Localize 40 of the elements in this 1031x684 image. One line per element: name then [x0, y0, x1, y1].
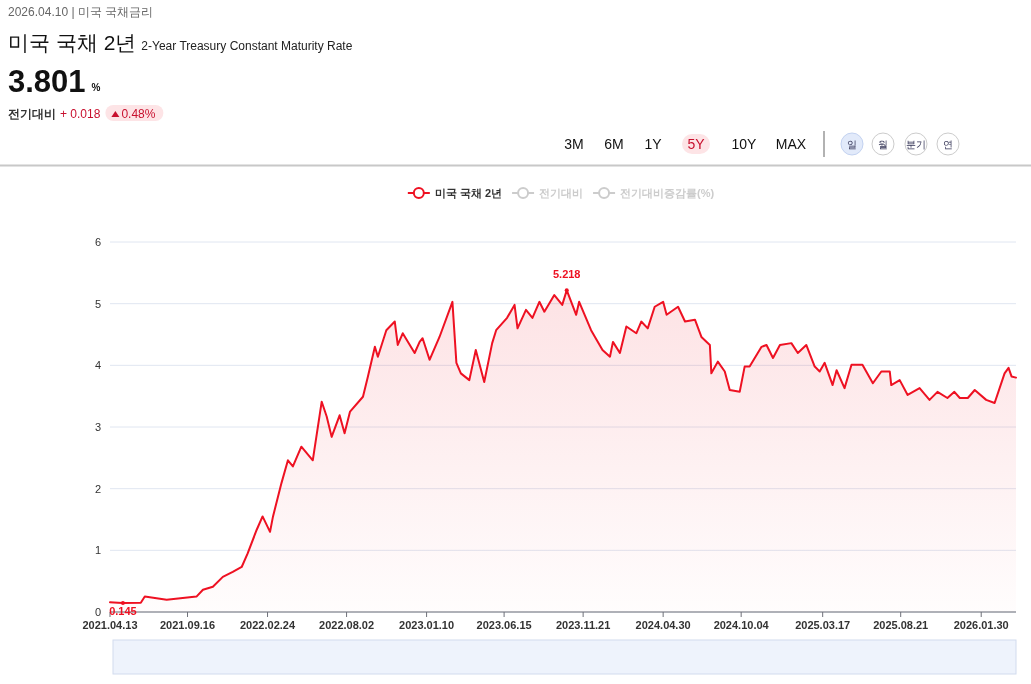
x-tick-label: 2021.04.13	[82, 619, 138, 631]
chart-subtitle: 2-Year Treasury Constant Maturity Rate	[141, 39, 353, 53]
y-tick-label: 3	[94, 421, 101, 433]
text: 일	[847, 139, 857, 150]
annotation: 5.218	[552, 268, 581, 281]
x-tick-label: 2022.02.24	[240, 619, 296, 631]
x-tick-label: 2023.11.21	[555, 619, 611, 631]
x-tick-label: 2023.01.10	[399, 619, 455, 631]
text: 2026.04.10 | 미국 국채금리	[8, 5, 154, 19]
text: MAX	[775, 136, 807, 152]
y-tick-label: 4	[94, 359, 101, 372]
x-tick-label: 2022.08.02	[319, 619, 375, 631]
text: 5Y	[687, 136, 706, 152]
chart-title: 미국 국채 2년	[8, 31, 137, 54]
x-tick-label: 2026.01.30	[953, 619, 1009, 631]
text: 분기	[906, 139, 926, 150]
text: 0.48%	[121, 107, 156, 121]
annotation: 0.145	[109, 605, 137, 618]
legend-label: 미국 국채 2년	[434, 187, 503, 199]
x-tick-label: 2024.10.04	[713, 619, 770, 631]
y-tick-label: 2	[94, 482, 101, 495]
text: 10Y	[731, 136, 758, 152]
text: 전기대비	[8, 107, 56, 121]
x-tick-label: 2021.09.16	[160, 619, 216, 631]
y-tick-label: 0	[94, 606, 101, 618]
text: 3.801	[8, 64, 86, 99]
text: 1Y	[644, 136, 663, 152]
x-tick-label: 2025.03.17	[795, 619, 851, 631]
text: 3M	[564, 136, 584, 152]
y-tick-label: 6	[94, 236, 101, 248]
x-tick-label: 2025.08.21	[873, 619, 929, 631]
text: 연	[943, 139, 953, 150]
x-tick-label: 2023.06.15	[476, 619, 532, 631]
text: %	[91, 82, 101, 93]
y-tick-label: 1	[94, 544, 101, 557]
text: 6M	[604, 136, 624, 152]
text: 월	[878, 139, 888, 150]
y-tick-label: 5	[94, 297, 101, 310]
x-tick-label: 2024.04.30	[635, 619, 691, 631]
text: + 0.018	[60, 107, 101, 121]
